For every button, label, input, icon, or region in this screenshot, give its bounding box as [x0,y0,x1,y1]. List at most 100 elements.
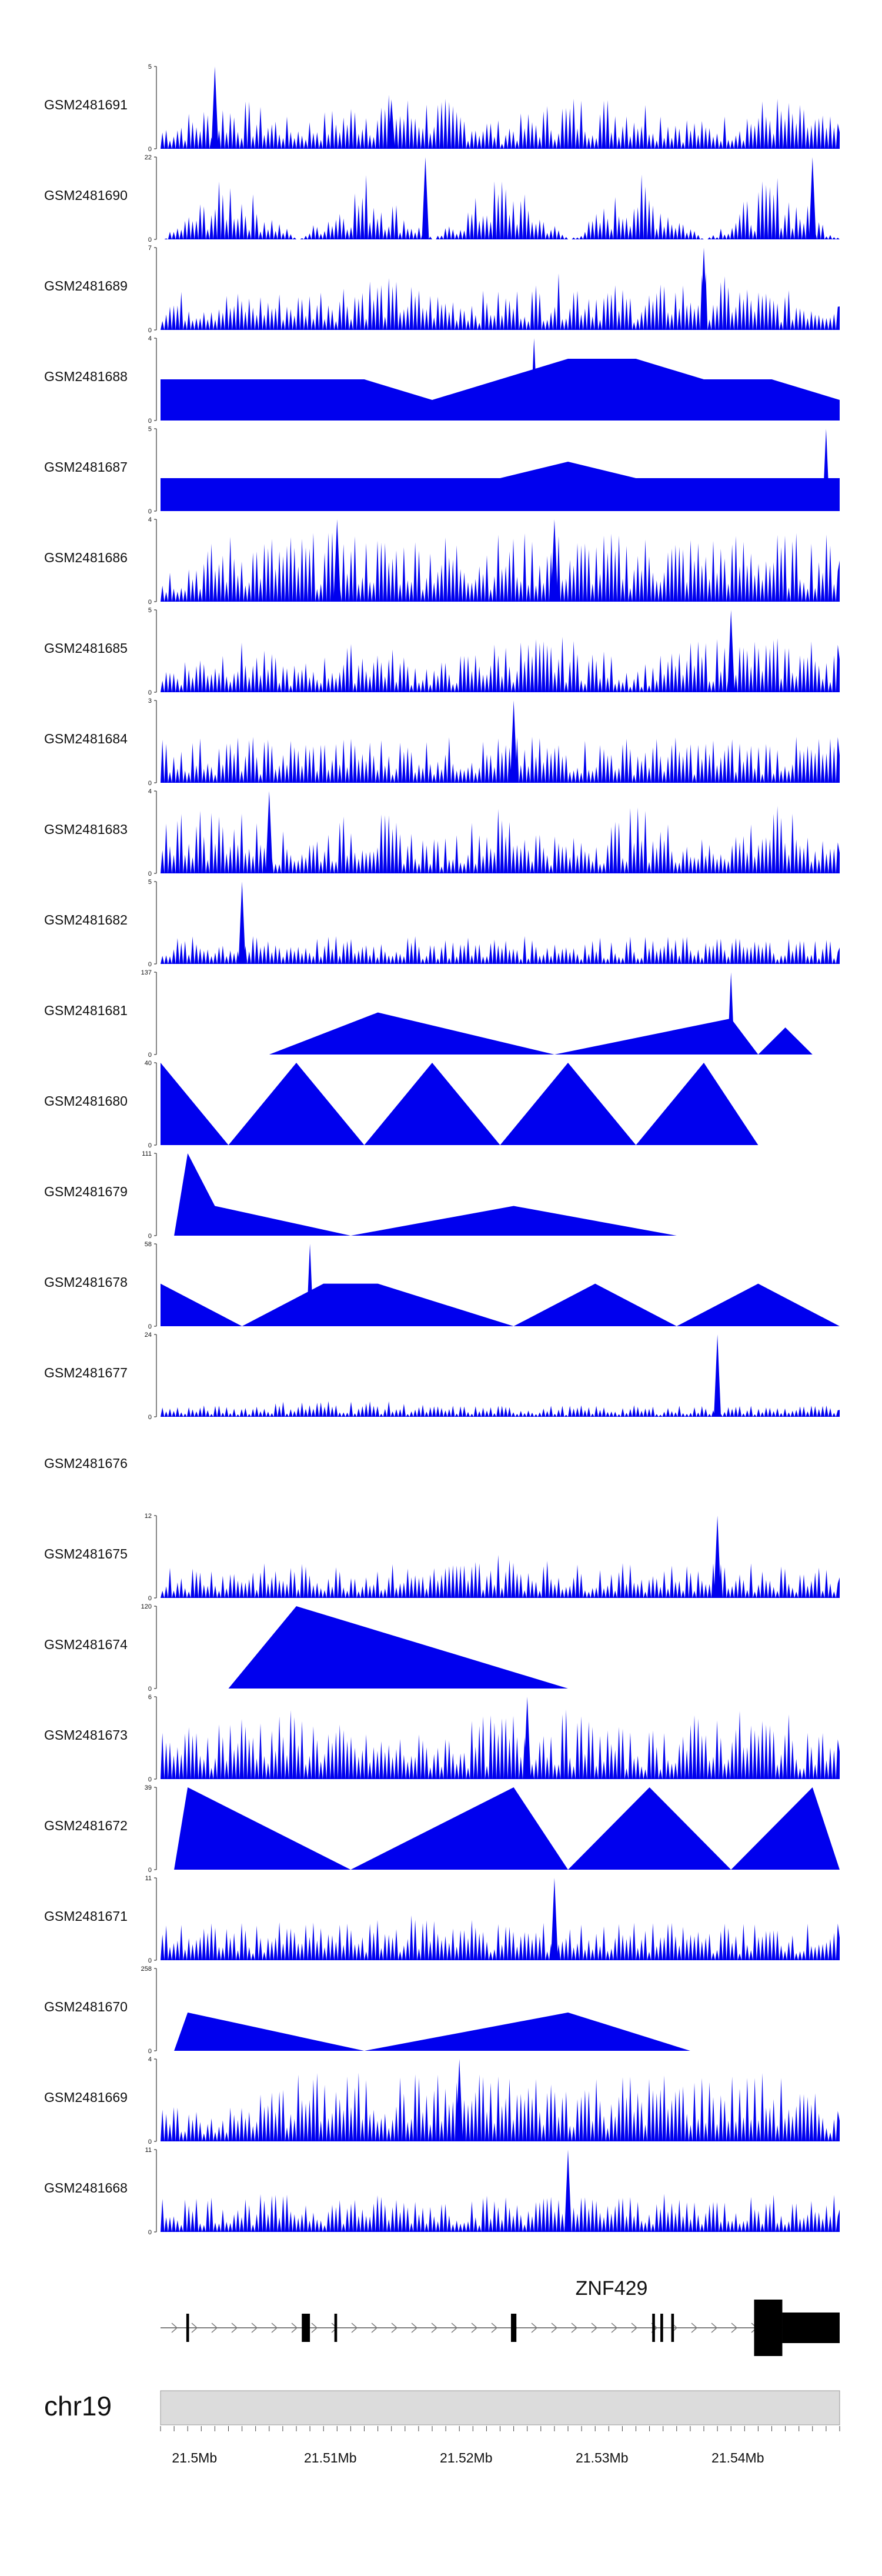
coverage-track: GSM2481668 11 0 [44,2147,840,2236]
strand-arrow [171,2323,178,2333]
y-min-label: 0 [148,1414,152,1421]
coverage-area [161,359,840,421]
y-max-label: 4 [148,788,152,795]
coverage-area [161,736,840,783]
coverage-spike [238,882,246,964]
coverage-track: GSM2481672 39 0 [44,1784,840,1874]
y-min-label: 0 [148,2048,152,2055]
coverage-spike [510,700,517,783]
y-max-label: 4 [148,2056,152,2063]
coverage-spike [550,1878,558,1960]
coverage-track: GSM2481673 6 0 [44,1694,840,1783]
strand-arrow [231,2323,238,2333]
strand-arrow [531,2323,538,2333]
y-min-label: 0 [148,236,152,243]
gene-exon [302,2314,310,2342]
coverage-track: GSM2481671 11 0 [44,1875,840,1964]
strand-arrow [191,2323,198,2333]
gene-utr [782,2313,840,2343]
coverage-area [161,532,840,602]
coverage-spike [523,1697,531,1779]
coverage-spike [727,610,735,692]
track-label: GSM2481682 [44,912,128,927]
gene-exon [754,2300,783,2356]
coverage-track: GSM2481682 5 0 [44,879,840,968]
coverage-track: GSM2481676 [44,1456,128,1471]
coverage-area [161,1787,840,1870]
coverage-area [161,2194,840,2232]
track-label: GSM2481676 [44,1456,128,1471]
genome-axis: 21.5Mb 21.51Mb 21.52Mb 21.53Mb 21.54Mb [160,2426,840,2465]
y-max-label: 5 [148,64,152,71]
gene-exon [510,2314,517,2342]
coverage-track: GSM2481683 4 0 [44,788,840,877]
track-label: GSM2481674 [44,1637,128,1652]
coverage-spike [387,99,395,149]
strand-arrow [291,2323,298,2333]
coverage-area [161,636,840,692]
coverage-spike [808,157,816,239]
track-label: GSM2481671 [44,1908,128,1924]
y-min-label: 0 [148,1867,152,1874]
coverage-track: GSM2481687 5 0 [44,426,840,515]
coverage-track: GSM2481686 4 0 [44,516,840,606]
y-max-label: 120 [141,1603,152,1610]
y-max-label: 58 [145,1241,152,1248]
coverage-spike [714,1516,721,1598]
strand-arrow [211,2323,218,2333]
axis-tick-label: 21.5Mb [172,2450,217,2465]
y-max-label: 137 [141,969,152,976]
y-max-label: 3 [148,698,152,705]
y-max-label: 5 [148,607,152,614]
y-max-label: 39 [145,1784,152,1791]
coverage-area [161,1554,840,1598]
strand-arrow [491,2323,498,2333]
coverage-area [161,1606,840,1689]
chromosome-ideogram: chr19 [44,2390,840,2425]
y-max-label: 4 [148,335,152,342]
y-min-label: 0 [148,961,152,968]
track-label: GSM2481691 [44,97,128,112]
coverage-spike [456,2059,463,2141]
gene-exon [671,2314,674,2342]
y-min-label: 0 [148,146,152,153]
coverage-spike [333,519,341,602]
y-max-label: 40 [145,1060,152,1067]
axis-tick-label: 21.51Mb [304,2450,357,2465]
strand-arrow [731,2323,738,2333]
coverage-area [161,95,840,149]
strand-arrow [351,2323,358,2333]
track-label: GSM2481669 [44,2090,128,2105]
coverage-spike [727,972,735,1055]
coverage-spike [306,1244,314,1326]
coverage-track: GSM2481674 120 0 [44,1603,840,1693]
coverage-tracks: GSM248169150GSM2481690220GSM248168970GSM… [44,64,840,2236]
coverage-spike [714,1334,721,1417]
coverage-area [161,936,840,964]
strand-arrow [431,2323,438,2333]
strand-arrow [611,2323,618,2333]
axis-tick-label: 21.52Mb [440,2450,493,2465]
coverage-track: GSM2481690 22 0 [44,154,840,243]
gene-exon [186,2314,189,2342]
strand-arrow [311,2323,318,2333]
y-max-label: 4 [148,516,152,523]
chromosome-band [160,2390,840,2425]
coverage-area [161,272,840,330]
gene-name-label: ZNF429 [576,2277,648,2300]
track-label: GSM2481677 [44,1365,128,1380]
track-label: GSM2481675 [44,1546,128,1561]
coverage-area [161,1709,840,1779]
coverage-area [161,1915,840,1960]
coverage-spike [822,429,830,511]
strand-arrow [631,2323,638,2333]
coverage-track: GSM2481677 24 0 [44,1332,840,1421]
y-max-label: 22 [145,154,152,161]
coverage-area [161,1283,840,1326]
y-min-label: 0 [148,689,152,696]
coverage-spike [422,157,429,239]
y-min-label: 0 [148,418,152,425]
track-label: GSM2481684 [44,731,128,746]
y-min-label: 0 [148,1686,152,1693]
y-min-label: 0 [148,2229,152,2236]
